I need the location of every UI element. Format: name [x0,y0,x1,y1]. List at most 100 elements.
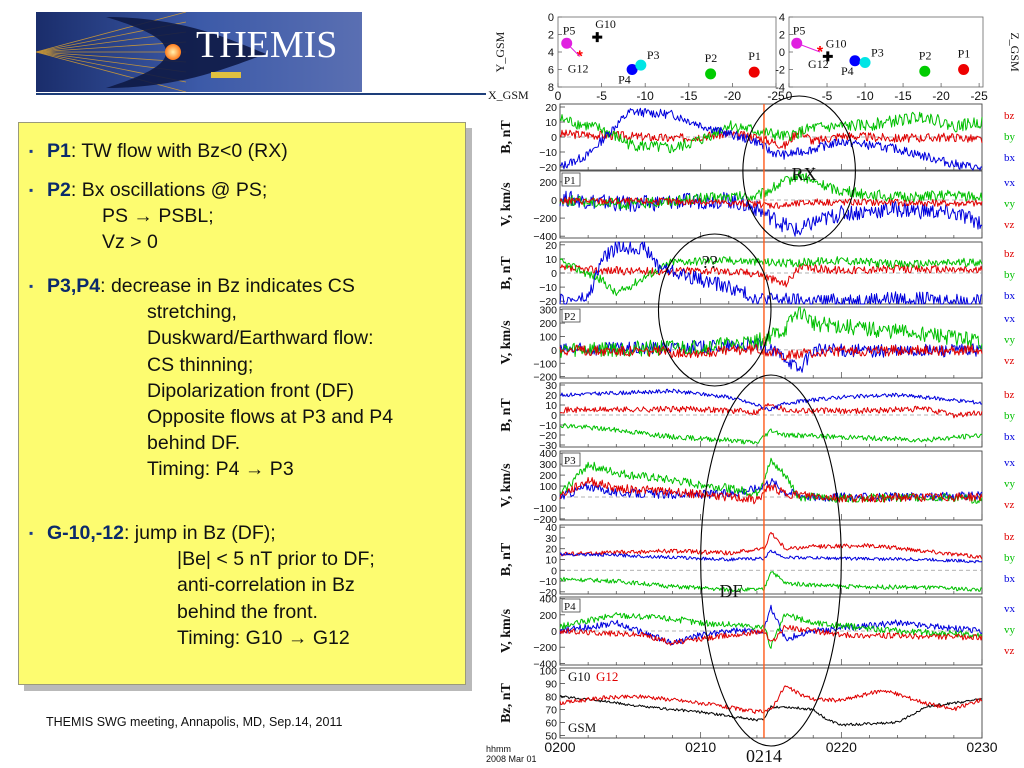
orbit-ytick-label: 4 [779,12,785,24]
orbit-probe-marker [859,57,871,68]
orbit-xtick-label: -5 [822,89,833,103]
footer-text: THEMIS SWG meeting, Annapolis, MD, Sep.1… [46,715,343,729]
orbit-goes-marker [822,51,833,62]
orbit-ytick-label: 0 [779,47,785,59]
bullet-line: P1: TW flow with Bz<0 (RX) [47,139,288,163]
series-line-bz [559,263,983,288]
orbit-probe-label: P4 [618,73,631,87]
series-legend-vy: vy [1004,334,1016,346]
series-line-vy [559,612,983,649]
orbit-xtick-label: -25 [970,89,988,103]
series-legend-vx: vx [1004,457,1016,469]
orbit-ytick-label: -4 [775,82,785,94]
panel-ytick-label: −20 [539,162,557,174]
panel-ytick-label: 300 [539,459,557,471]
panel-ytick-label: −200 [533,213,557,225]
orbit-probe-marker [635,59,647,71]
time-tick-label: 0200 [544,739,575,755]
orbit-track [566,42,581,57]
orbit-goes-marker: * [577,48,584,65]
panel-ylabel: B, nT [499,120,514,154]
panel-ytick-label: 0 [551,132,557,144]
orbit-probe-label: G12 [808,57,829,71]
orbit-probe-label: P3 [871,46,884,60]
bullet-marker: ▪ [29,183,34,197]
orbit-ylabel: Z_GSM [1008,32,1022,72]
bullet-text: Timing: P4 → P3 [147,458,294,481]
series-legend-vy: vy [1004,198,1016,210]
series-legend-bz: bz [1004,389,1015,401]
panel-ytick-label: 400 [539,448,557,460]
panel-ytick-label: 40 [545,522,557,534]
time-axis-label: hhmm [486,744,511,754]
panel-ylabel: Bz, nT [499,683,514,723]
series-line-bz [559,531,983,560]
orbit-ylabel: Y_GSM [493,31,507,72]
panel-ytick-label: 20 [545,390,557,402]
time-tick-label: 0230 [966,739,997,755]
series-legend-vy: vy [1004,624,1016,636]
bullet-marker: ▪ [29,144,34,158]
orbit-ytick-label: 2 [779,30,785,42]
orbit-goes-marker [592,32,603,43]
bullet-head: G-10,-12 [47,522,124,544]
annotation-label: DF [719,581,742,601]
panel-ytick-label: −400 [533,658,557,670]
panel-ylabel: B, nT [499,398,514,432]
annotation-label: ?? [702,252,718,272]
panel-ytick-label: 10 [545,254,557,266]
orbit-xlabel: X_GSM [488,88,529,102]
bullet-text: Timing: G10 → G12 [177,626,350,649]
themis-logo: THEMIS [36,12,362,92]
orbit-ytick-label: 4 [548,47,554,59]
panel-ytick-label: 0 [551,410,557,422]
logo-text: THEMIS [196,24,337,66]
goes-label: G12 [596,669,618,684]
summary-textbox: ▪ P1: TW flow with Bz<0 (RX) ▪ P2: Bx oscil… [18,122,466,685]
orbit-xtick-label: -5 [596,89,607,103]
marker-time-label: 0214 [746,746,782,766]
series-line-vz [559,624,983,646]
panel-ytick-label: −100 [533,358,557,370]
orbit-probe-marker [919,65,931,77]
orbit-probe-label: P1 [958,47,971,61]
series-line-bx [559,549,983,564]
panel-ytick-label: 70 [545,704,557,716]
series-legend-bx: bx [1004,573,1016,585]
series-line-bx [559,107,983,171]
orbit-probe-label: P1 [748,49,761,63]
annotation-label: RX [792,164,817,184]
series-line-vz [559,477,983,505]
orbit-probe-marker [705,68,717,80]
bullet-head: P1 [47,140,71,162]
series-line-vy [559,457,983,504]
bullet-text: Duskward/Earthward flow: [147,327,374,350]
panel-frame [559,667,983,739]
panel-ytick-label: −200 [533,372,557,384]
series-legend-bz: bz [1004,531,1015,543]
panel-ytick-label: −30 [539,440,557,452]
panel-ytick-label: 0 [551,268,557,280]
bullet-line: P3,P4: decrease in Bz indicates CS [47,274,355,298]
panel-ytick-label: 10 [545,555,557,567]
orbit-probe-label: P5 [563,23,576,37]
series-line-vz [559,343,983,361]
bullet-head: P2 [47,179,71,201]
bullet-line: G-10,-12: jump in Bz (DF); [47,521,276,545]
header-rule [36,93,486,95]
series-legend-bx: bx [1004,431,1016,443]
bullet-text: : decrease in Bz indicates CS [100,275,355,297]
orbit-probe-label: P2 [919,48,932,62]
panel-ytick-label: 0 [551,345,557,357]
panel-ytick-label: 200 [539,177,557,189]
panel-ytick-label: 100 [539,331,557,343]
panel-ytick-label: 90 [545,679,557,691]
bullet-text: CS thinning; [147,353,254,376]
panel-ytick-label: −20 [539,587,557,599]
orbit-probe-label: G10 [826,36,847,50]
bullet-text: : jump in Bz (DF); [123,522,276,544]
panel-ytick-label: 20 [545,240,557,252]
series-line-bx [559,241,983,305]
panel-ytick-label: 0 [551,626,557,638]
series-line-bx [559,388,983,412]
